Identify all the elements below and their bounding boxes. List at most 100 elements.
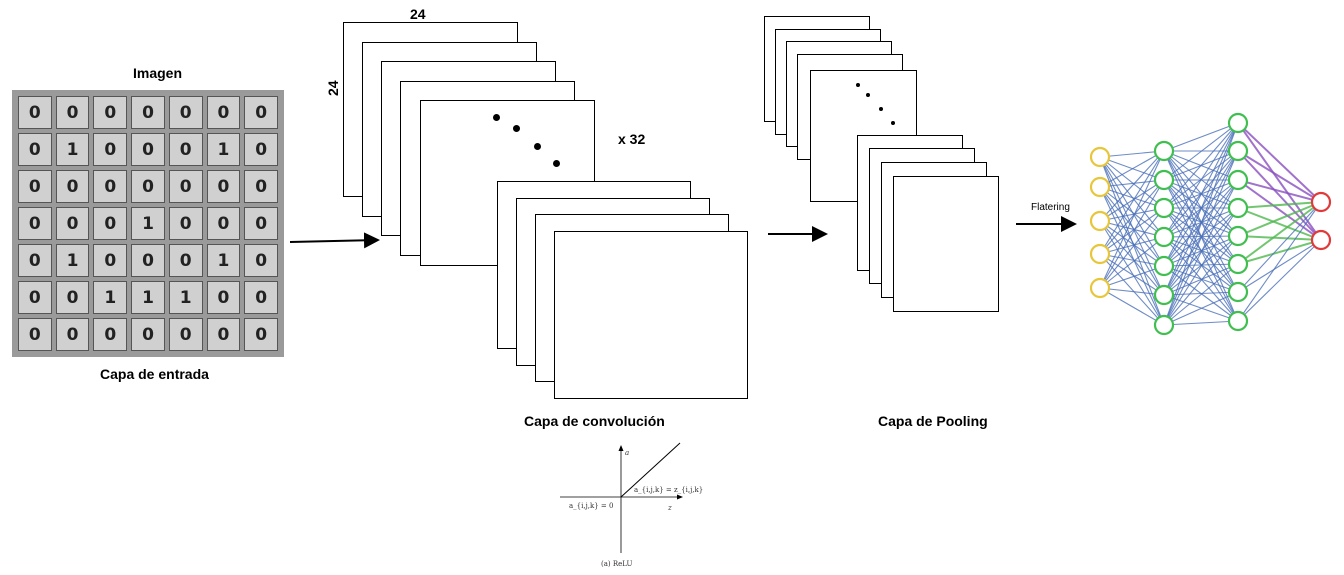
input-neuron (1089, 277, 1111, 299)
matrix-cell: 0 (244, 318, 278, 351)
network-edge (1237, 179, 1322, 203)
matrix-cell: 0 (244, 281, 278, 314)
hidden-neuron (1153, 284, 1175, 306)
input-neuron (1089, 176, 1111, 198)
matrix-cell: 0 (131, 170, 165, 203)
network-edge (1163, 207, 1239, 326)
network-edge (1099, 150, 1165, 289)
network-edge (1237, 239, 1322, 322)
hidden-neuron (1153, 226, 1175, 248)
network-edge (1099, 220, 1165, 238)
ellipsis-dot (866, 93, 870, 97)
hidden-neuron (1153, 314, 1175, 336)
ellipsis-dot (493, 114, 500, 121)
conv-depth-label: x 32 (618, 131, 646, 147)
matrix-cell: 0 (131, 318, 165, 351)
matrix-cell: 0 (18, 170, 52, 203)
network-edge (1099, 207, 1165, 222)
network-edge (1099, 186, 1165, 209)
pool-caption: Capa de Pooling (878, 413, 988, 429)
matrix-cell: 1 (131, 281, 165, 314)
network-edge (1099, 220, 1165, 296)
matrix-cell: 0 (55, 207, 90, 240)
ellipsis-dot (513, 125, 520, 132)
network-edge (1163, 122, 1239, 238)
input-neuron (1089, 243, 1111, 265)
matrix-cell: 1 (206, 244, 241, 277)
relu-x-axis: z (667, 504, 672, 512)
network-edge (1099, 179, 1165, 188)
hidden-neuron (1153, 197, 1175, 219)
network-edge (1237, 239, 1322, 293)
network-edge (1099, 179, 1165, 222)
output-neuron (1310, 229, 1332, 251)
hidden-neuron (1227, 253, 1249, 275)
network-edge (1163, 291, 1239, 296)
matrix-cell: 0 (244, 133, 278, 166)
network-edge (1099, 150, 1165, 222)
conv-width-label: 24 (410, 6, 426, 22)
conv-feature-map (554, 231, 748, 399)
network-edge (1099, 179, 1165, 289)
matrix-cell: 0 (168, 207, 203, 240)
network-edge (1163, 291, 1239, 326)
network-edge (1099, 150, 1165, 255)
matrix-cell: 1 (131, 207, 165, 240)
matrix-cell: 1 (55, 133, 90, 166)
network-edge (1099, 253, 1165, 296)
matrix-cell: 0 (55, 96, 90, 129)
network-edge (1163, 122, 1239, 267)
network-edge (1099, 265, 1165, 289)
matrix-cell: 0 (244, 207, 278, 240)
network-edge (1099, 150, 1165, 158)
relu-caption: (a) ReLU (601, 560, 633, 568)
network-edge (1237, 179, 1322, 241)
ellipsis-dot (891, 121, 895, 125)
matrix-cell: 0 (168, 244, 203, 277)
network-edge (1163, 150, 1239, 326)
matrix-cell: 0 (244, 170, 278, 203)
pool-feature-map (893, 176, 999, 312)
matrix-cell: 1 (93, 281, 128, 314)
network-edge (1099, 186, 1165, 267)
network-edge (1099, 207, 1165, 255)
network-edge (1099, 287, 1165, 326)
network-edge (1099, 150, 1165, 188)
network-edge (1163, 235, 1239, 326)
network-edge (1237, 150, 1322, 241)
relu-left-eq: a_{i,j,k} = 0 (569, 502, 613, 510)
matrix-cell: 0 (168, 318, 203, 351)
ellipsis-dot (856, 83, 860, 87)
network-edge (1237, 207, 1322, 241)
conv-caption: Capa de convolución (524, 413, 665, 429)
network-edge (1237, 122, 1322, 203)
input-neuron (1089, 146, 1111, 168)
input-title: Imagen (133, 65, 183, 81)
hidden-neuron (1227, 197, 1249, 219)
network-edge (1163, 122, 1239, 209)
matrix-cell: 0 (168, 170, 203, 203)
network-edge (1099, 236, 1165, 289)
network-edge (1163, 122, 1239, 181)
matrix-cell: 0 (206, 281, 241, 314)
matrix-cell: 0 (244, 244, 278, 277)
network-edge (1099, 236, 1165, 255)
network-edge (1237, 201, 1322, 265)
arrow-input-to-conv (289, 232, 380, 249)
matrix-cell: 0 (131, 244, 165, 277)
network-edge (1237, 201, 1322, 293)
matrix-cell: 0 (93, 244, 128, 277)
network-edge (1099, 207, 1165, 289)
network-edge (1099, 186, 1165, 296)
hidden-neuron (1227, 281, 1249, 303)
hidden-neuron (1153, 169, 1175, 191)
hidden-neuron (1227, 310, 1249, 332)
matrix-cell: 0 (93, 318, 128, 351)
matrix-cell: 0 (18, 318, 52, 351)
hidden-neuron (1227, 112, 1249, 134)
matrix-cell: 0 (244, 96, 278, 129)
matrix-cell: 0 (55, 318, 90, 351)
